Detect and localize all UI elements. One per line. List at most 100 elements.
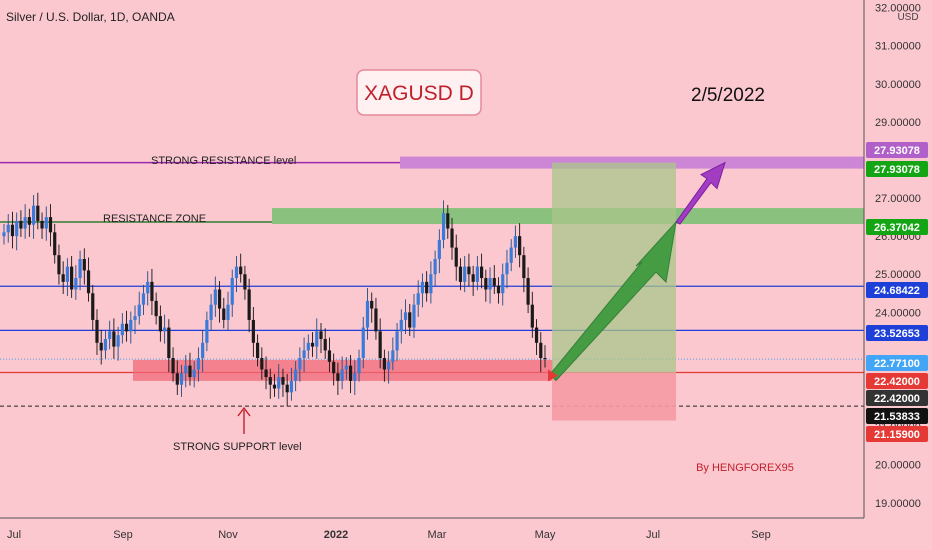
candle-body: [171, 358, 175, 374]
candle-body: [501, 274, 505, 294]
candle-body: [416, 293, 420, 305]
x-tick-label: May: [535, 529, 556, 541]
candle-body: [209, 304, 213, 320]
candle-body: [133, 316, 137, 320]
price-label-text: 23.52653: [874, 328, 920, 340]
candle-body: [323, 338, 327, 351]
price-label-box: [866, 325, 928, 341]
candle-body: [70, 266, 74, 290]
y-tick-label: 32.00000: [875, 3, 921, 15]
candle-body: [302, 350, 306, 359]
candle-body: [23, 217, 27, 229]
candle-body: [268, 377, 272, 385]
price-label-text: 24.68422: [874, 285, 920, 297]
candle-body: [15, 220, 19, 237]
candle-body: [534, 327, 539, 343]
candle-body: [251, 319, 255, 343]
candle-body: [158, 316, 162, 332]
candle-body: [243, 274, 247, 290]
time-axis[interactable]: Jul Sep Nov 2022 Mar May Jul Sep: [7, 529, 771, 541]
candle-body: [146, 281, 150, 294]
candle-body: [327, 350, 332, 362]
candle-body: [40, 220, 44, 229]
price-labels: 27.93078 27.93078 26.37042 24.68422 23.52653…: [866, 142, 928, 442]
candle-body: [285, 384, 289, 393]
candle-body: [395, 331, 399, 351]
candle-body: [27, 217, 31, 225]
price-label-box: [866, 355, 928, 371]
candle-body: [222, 308, 226, 320]
price-label-box: [866, 373, 928, 389]
candle-body: [412, 304, 416, 328]
projection-arrow-1: [549, 220, 677, 382]
price-label-box: [866, 219, 928, 235]
candle-body: [543, 358, 547, 360]
candle-body: [467, 266, 471, 275]
candle-body: [463, 266, 467, 282]
candle-body: [86, 270, 91, 294]
candle-body: [357, 358, 361, 374]
candle-body: [420, 281, 425, 294]
x-tick-label: Sep: [113, 529, 133, 541]
candle-body: [518, 236, 522, 256]
candle-body: [234, 266, 239, 279]
candle-body: [196, 358, 201, 370]
candle-body: [74, 278, 78, 290]
candle-body: [526, 278, 530, 305]
candle-body: [57, 255, 61, 275]
candle-body: [480, 266, 484, 279]
price-label-text: 21.53833: [874, 411, 920, 423]
strong-support-label: STRONG SUPPORT level: [173, 441, 302, 453]
y-tick-label: 25.00000: [875, 269, 921, 281]
y-tick-label: 31.00000: [875, 41, 921, 53]
projection-arrow-2: [675, 161, 726, 225]
candle-body: [382, 358, 386, 370]
x-tick-label: Jul: [646, 529, 660, 541]
candle-body: [429, 274, 433, 294]
candle-body: [399, 319, 403, 332]
candle-body: [141, 293, 146, 305]
candle-body: [298, 358, 302, 370]
candle-body: [201, 342, 205, 359]
candle-body: [112, 331, 116, 347]
candle-body: [36, 205, 40, 221]
candle-body: [10, 224, 15, 237]
candle-body: [82, 259, 86, 271]
title-box: [356, 69, 482, 116]
candle-body: [374, 308, 378, 332]
chart-header: Silver / U.S. Dollar, 1D, OANDA: [6, 10, 175, 24]
candle-body: [175, 373, 179, 385]
candle-body: [425, 281, 429, 294]
date-label: 2/5/2022: [691, 85, 765, 106]
candle-body: [522, 255, 526, 279]
candle-body: [150, 281, 154, 301]
price-axis-panel[interactable]: [864, 0, 932, 550]
candle-body: [319, 331, 323, 339]
candle-body: [306, 342, 310, 351]
candle-body: [48, 217, 53, 233]
price-label-text: 22.77100: [874, 358, 920, 370]
candle-body: [281, 377, 285, 385]
candle-body: [315, 331, 319, 347]
x-tick-label: Sep: [751, 529, 771, 541]
candle-body: [108, 331, 112, 339]
candle-body: [513, 236, 518, 248]
chart-title: XAGUSD D: [364, 82, 474, 105]
candle-body: [255, 342, 260, 359]
candle-body: [509, 247, 513, 263]
candle-body: [239, 266, 243, 275]
candle-body: [95, 319, 99, 343]
x-tick-label: Nov: [218, 529, 238, 541]
candle-body: [44, 217, 48, 229]
candle-body: [344, 365, 348, 370]
candle-body: [505, 262, 509, 275]
y-tick-label: 20.00000: [875, 460, 921, 472]
candle-body: [289, 380, 294, 393]
overlay: [548, 161, 726, 382]
candle-body: [78, 259, 82, 279]
candle-body: [450, 228, 454, 248]
candle-body: [179, 373, 184, 385]
candle-body: [403, 312, 408, 320]
x-tick-label: 2022: [324, 529, 348, 541]
